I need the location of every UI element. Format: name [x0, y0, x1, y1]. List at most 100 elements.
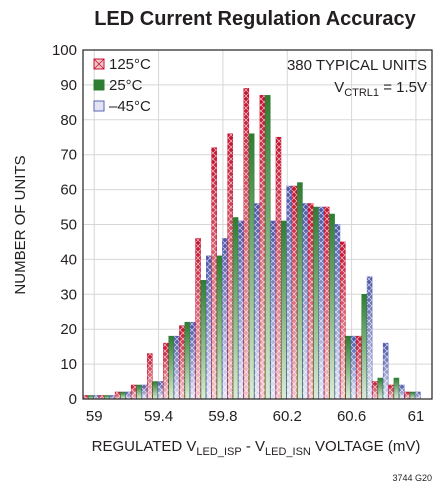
bar-minus45c-hatch [158, 381, 163, 399]
bar-25c-fill [345, 335, 351, 400]
bar-25c [377, 377, 384, 400]
bar-minus45c-hatch [383, 343, 389, 399]
y-tick-label: 10 [60, 356, 77, 373]
legend-swatch-25c [93, 79, 105, 91]
bar-125c [356, 335, 362, 400]
bar-25c [313, 206, 319, 400]
bars [82, 88, 421, 400]
bar-125c-hatch [324, 207, 330, 399]
bar-25c [393, 377, 400, 400]
legend-label-minus45c: –45°C [109, 98, 151, 115]
bar-minus45c [189, 321, 196, 400]
bar-25c [216, 255, 223, 400]
bar-minus45c-hatch [125, 392, 131, 399]
bar-minus45c-hatch [190, 322, 196, 399]
bar-125c [130, 384, 137, 400]
bar-125c-hatch [340, 241, 346, 399]
plot-frame [82, 49, 433, 400]
bar-125c [372, 381, 378, 400]
legend-swatch-minus45c [93, 100, 105, 112]
bar-25c-fill [152, 381, 158, 400]
bar-125c-hatch [275, 137, 281, 399]
bar-25c-fill [377, 377, 384, 400]
bar-minus45c [173, 335, 180, 400]
bar-125c-hatch [99, 395, 105, 399]
x-axis-label: REGULATED VLED_ISP - VLED_ISN VOLTAGE (m… [92, 438, 421, 458]
bar-25c [120, 391, 126, 400]
y-axis-label: NUMBER OF UNITS [12, 155, 29, 294]
bar-25c [264, 95, 271, 400]
bar-minus45c-hatch [238, 221, 244, 399]
bar-minus45c-hatch [222, 238, 228, 399]
bar-minus45c [125, 391, 132, 400]
bar-25c-fill [168, 335, 175, 400]
bar-25c [281, 220, 287, 400]
bar-25c-fill [200, 280, 207, 400]
bar-125c [404, 391, 410, 400]
bar-minus45c [270, 220, 276, 400]
bar-minus45c [366, 276, 373, 400]
bar-125c [147, 353, 153, 400]
bar-125c-hatch [404, 392, 410, 399]
y-tick-label: 30 [60, 286, 77, 303]
bar-minus45c [382, 342, 389, 400]
bar-25c-fill [281, 220, 287, 400]
bar-25c-fill [264, 95, 271, 400]
bar-125c-hatch [308, 203, 314, 399]
bar-minus45c-hatch [270, 221, 276, 399]
bar-25c [152, 381, 158, 400]
bar-25c-fill [313, 206, 319, 400]
y-tick-label: 80 [60, 112, 77, 129]
bar-25c [409, 391, 416, 400]
bar-minus45c [222, 238, 228, 400]
bar-25c-fill [136, 384, 142, 400]
bar-minus45c [157, 381, 164, 400]
bar-125c [243, 88, 250, 400]
bar-125c-hatch [211, 147, 217, 399]
bar-125c-hatch [227, 133, 233, 399]
bar-minus45c-hatch [254, 203, 260, 399]
bar-minus45c [205, 255, 212, 400]
bar-minus45c-hatch [334, 224, 340, 399]
bar-25c-fill [361, 293, 368, 400]
bar-125c [275, 136, 282, 400]
bar-minus45c [141, 384, 148, 400]
bar-25c-fill [248, 133, 255, 400]
bar-minus45c-hatch [351, 336, 356, 399]
bar-125c [340, 241, 346, 400]
bar-minus45c [302, 203, 309, 400]
bar-minus45c-hatch [109, 395, 115, 399]
bar-minus45c-hatch [367, 276, 373, 399]
x-tick-labels: 59 59.4 59.8 60.2 60.6 61 [86, 408, 424, 425]
bar-minus45c [286, 185, 292, 400]
bar-25c [136, 384, 142, 400]
bar-minus45c [350, 335, 357, 400]
bar-25c-fill [120, 391, 126, 400]
annotation-line-2: VCTRL1 = 1.5V [334, 79, 427, 99]
y-tick-label: 0 [69, 391, 77, 408]
x-tick-label: 59.4 [144, 408, 173, 425]
x-tick-label: 60.6 [337, 408, 366, 425]
bar-125c [291, 185, 298, 400]
legend-item-25c: 25°C [93, 77, 143, 94]
legend-label-125c: 125°C [109, 56, 151, 73]
x-tick-label: 59.8 [208, 408, 237, 425]
x-tick-label: 61 [408, 408, 425, 425]
bar-125c-hatch [388, 385, 394, 399]
bar-25c-fill [184, 321, 191, 400]
y-tick-label: 50 [60, 217, 77, 234]
bar-minus45c-hatch [286, 186, 292, 399]
bar-25c-fill [393, 377, 400, 400]
bar-125c [307, 203, 314, 400]
bar-125c [388, 384, 394, 400]
legend-hatch-125c [93, 58, 105, 70]
bar-25c [361, 293, 368, 400]
bar-125c-hatch [147, 353, 153, 399]
bar-25c [345, 335, 351, 400]
bar-125c [323, 206, 330, 400]
bar-25c-fill [297, 182, 303, 400]
bar-minus45c-hatch [302, 203, 308, 399]
bar-125c [195, 238, 201, 400]
y-tick-labels: 0 10 20 30 40 50 60 70 80 90 100 [52, 42, 77, 408]
